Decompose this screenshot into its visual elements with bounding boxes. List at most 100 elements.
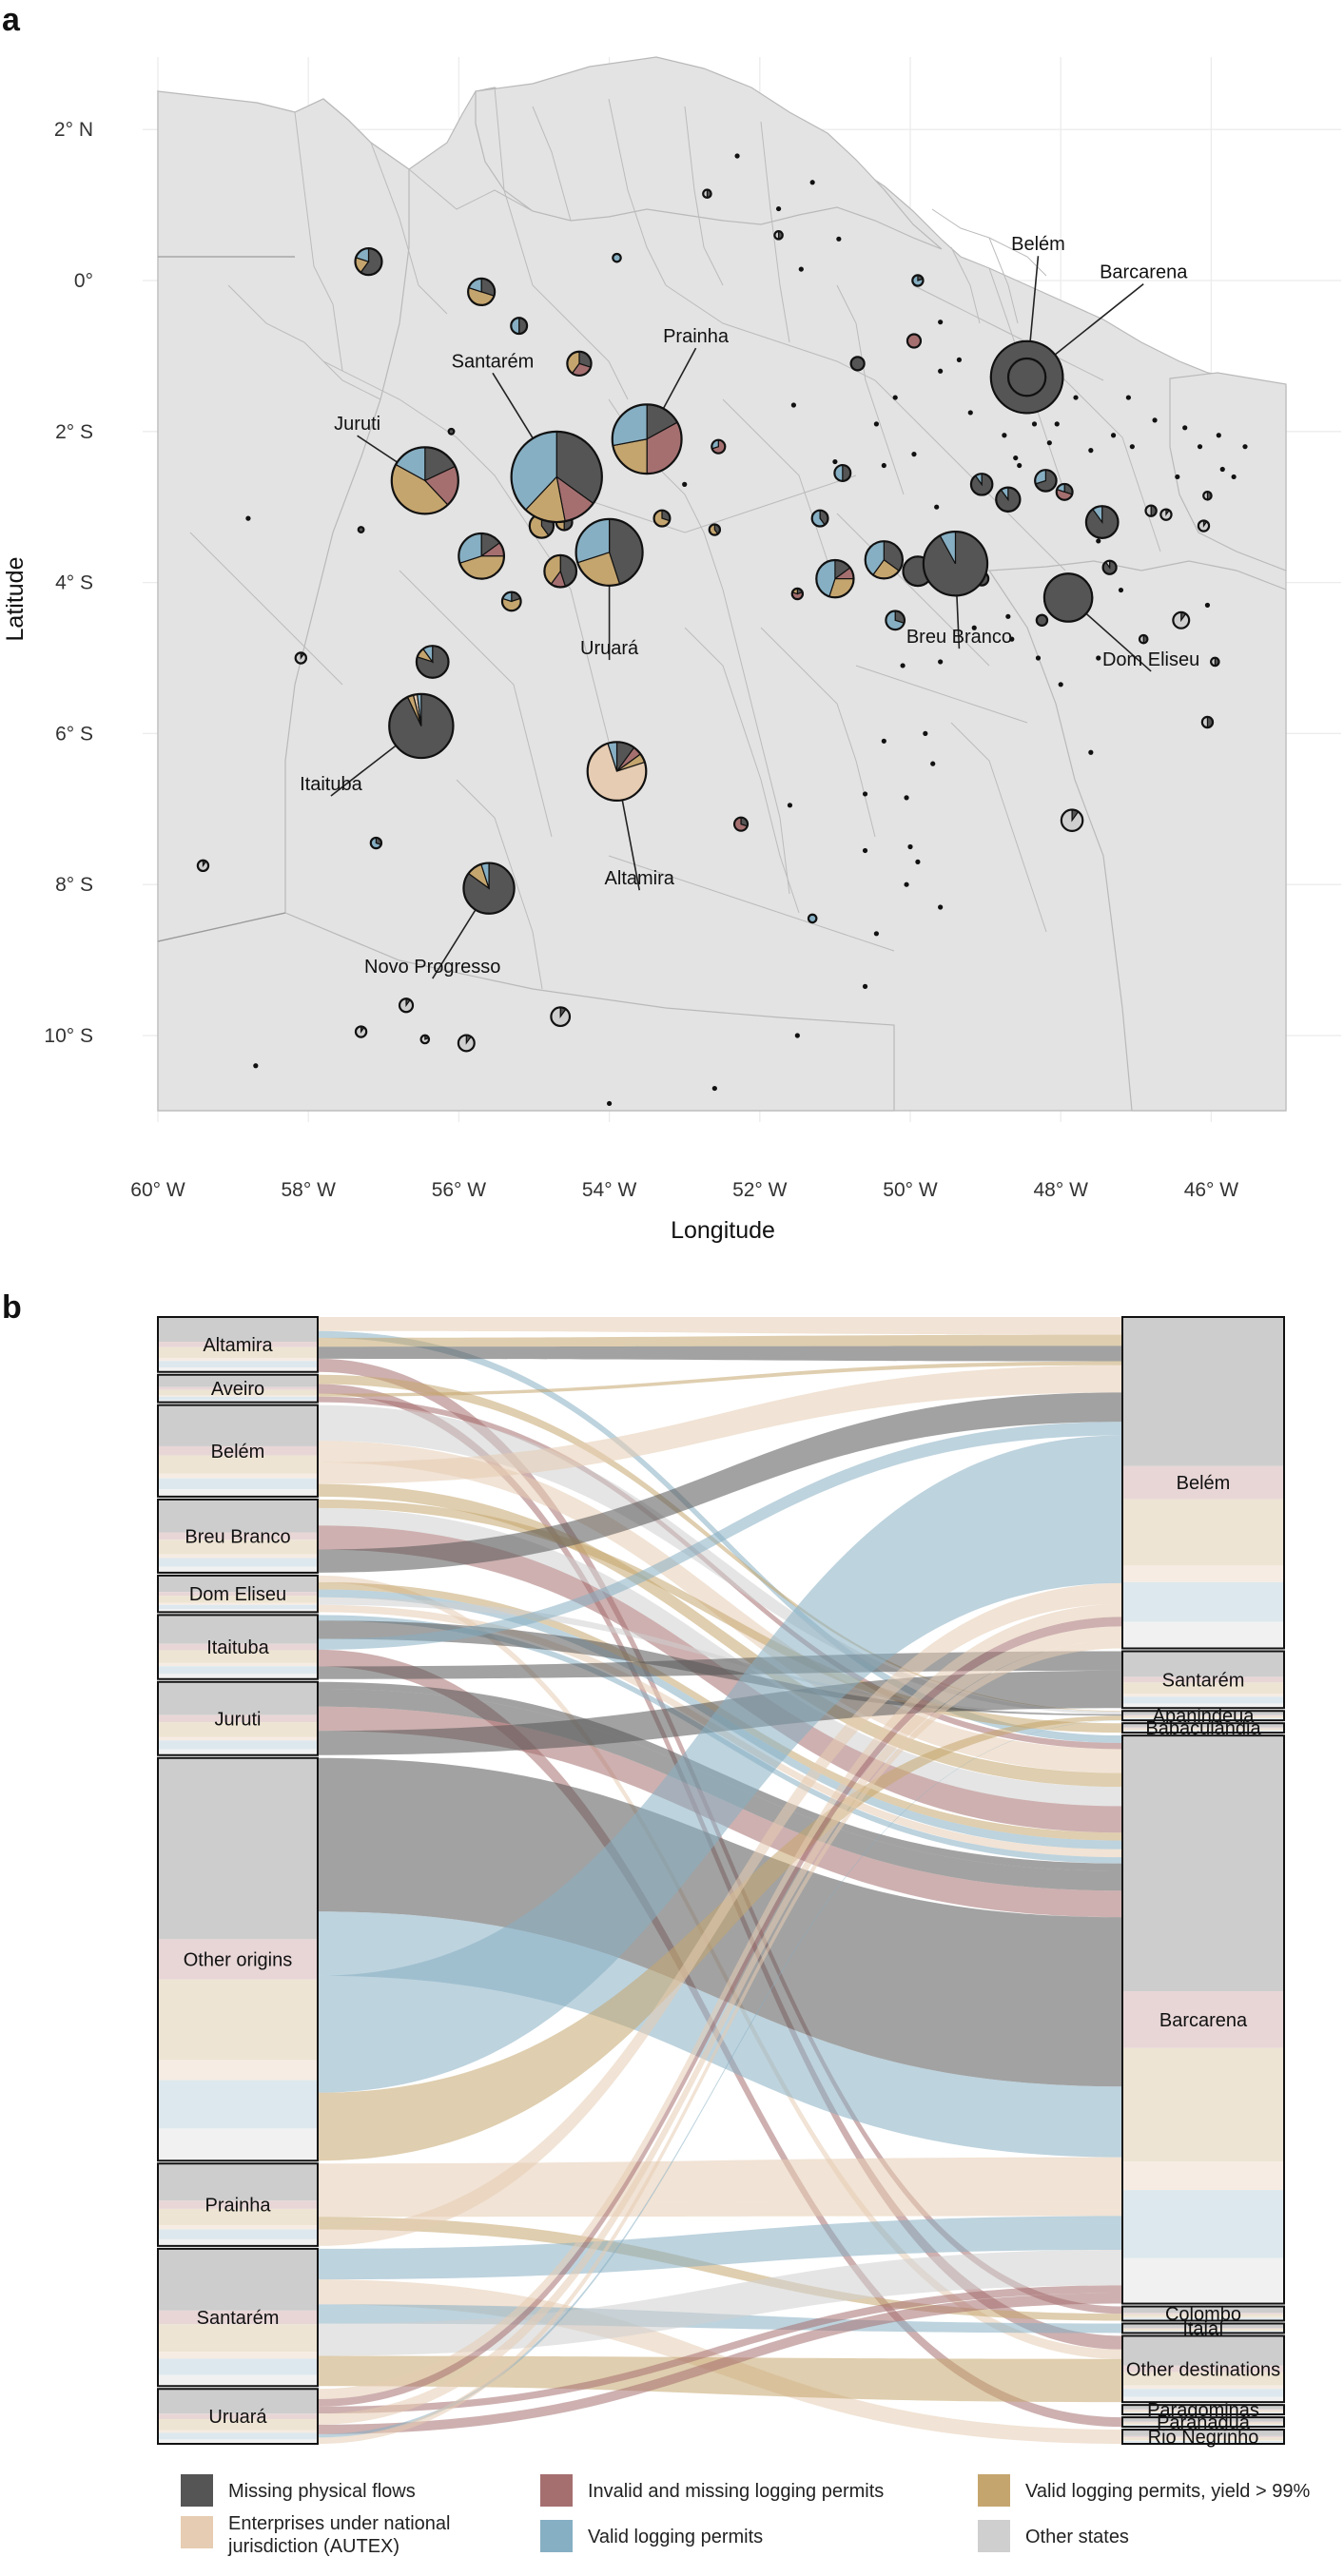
node-label: Belém [211,1442,265,1462]
legend-swatch [540,2520,573,2552]
pie-outline [457,1034,476,1053]
municipality-pie [419,1034,431,1045]
node-band [1122,2437,1284,2441]
pie-outline [566,350,593,378]
pie-outline [1159,508,1173,521]
node-band [1122,2385,1284,2390]
node-outline [1121,1650,1285,1710]
pie-outline [969,473,994,496]
pie-outline [1006,357,1047,397]
legend-label: Valid logging permits, yield > 99% [1025,2481,1310,2502]
pie-outline [196,859,210,873]
node-label: Juruti [215,1709,262,1730]
legend-swatch [181,2516,213,2548]
pie-outline [711,438,727,455]
flow-ribbon [318,1422,1122,1650]
node-band [158,1666,318,1675]
labeled-municipality-pie [1042,572,1094,623]
node-band [158,1604,318,1610]
node-band [158,2413,318,2420]
panel-a-label: a [2,2,21,38]
pie-outline [702,188,712,199]
municipality-dot [1118,587,1124,593]
municipality-dot [956,357,963,362]
node-band [1122,2396,1284,2403]
node-band [1122,1711,1284,1715]
flow-ribbon [318,1317,1122,1335]
legend-label: Other states [1025,2527,1129,2547]
city-label: Altamira [605,868,675,889]
flow-ribbon [318,1365,1122,1484]
node-band [1122,2047,1284,2162]
x-tick-label: 52° W [732,1179,788,1201]
municipality-dot [862,847,868,854]
alluvial-flows [318,1317,1122,2444]
municipality-dot [1125,395,1131,400]
legend: Missing physical flows Invalid and missin… [181,2474,1310,2557]
node-outline [1121,2429,1285,2446]
municipality-dot [1242,444,1248,450]
flow-ribbon [318,1374,1122,1712]
municipality-dot [938,368,944,374]
pie-outline [510,430,603,524]
node-band [158,1643,318,1651]
node-band [158,2238,318,2246]
municipality-dot [1035,655,1042,661]
municipality-pie [415,645,450,679]
flow-ribbon [318,2157,1122,2204]
municipality-pie [708,523,722,536]
city-label: Prainha [663,326,730,347]
municipality-dot [832,458,838,465]
node-band [158,1674,318,1679]
pie-outline [995,486,1022,513]
city-label: Barcarena [1100,262,1188,283]
flow-ribbon [318,1582,1122,2246]
node-band [158,1554,318,1559]
destination-node: Rio Negrinho [1121,2428,1285,2449]
municipality-pie [457,1034,476,1053]
flow-ribbon [318,1597,1122,1714]
municipality-dot [1216,433,1221,438]
flow-ribbon [318,1392,1122,1573]
pie-outline [419,1034,431,1045]
municipality-dot [1152,417,1158,423]
node-band [158,1592,318,1597]
city-label: Belém [1011,234,1065,255]
y-axis-label: Latitude [2,557,29,642]
node-band [158,1558,318,1567]
pie-outline [543,553,578,589]
node-band [158,1979,318,2061]
origin-node: Aveiro [157,1373,319,1404]
node-band [1122,2440,1284,2442]
node-band [1122,1565,1284,1582]
node-band [158,2310,318,2325]
flow-ribbon [318,1346,1122,1362]
amapa-polygon [475,56,943,250]
municipality-dot [904,881,909,887]
node-band [1122,2331,1284,2333]
labeled-municipality-pie [611,403,683,475]
municipality-dot [873,931,880,937]
municipality-pie [969,473,994,496]
node-band [1122,2410,1284,2412]
municipality-pie [807,913,818,924]
municipality-pie [566,350,593,378]
legend-swatch [540,2474,573,2507]
municipality-pie [849,356,866,372]
municipality-dot [1054,421,1060,427]
node-band [1122,2405,1284,2410]
municipality-dot [1197,444,1203,450]
node-band [1122,1621,1284,1649]
node-outline [1121,2322,1285,2334]
node-band [1122,1714,1284,1716]
node-outline [157,1498,319,1574]
node-band [1122,2435,1284,2438]
node-label: Uruará [208,2407,267,2428]
origin-node: Breu Branco [157,1498,319,1574]
node-band [158,1575,318,1593]
node-band [1122,2372,1284,2386]
node-band [1122,1651,1284,1677]
pie-outline [575,517,644,587]
municipality-pie [510,317,529,336]
pie-outline [447,427,456,436]
